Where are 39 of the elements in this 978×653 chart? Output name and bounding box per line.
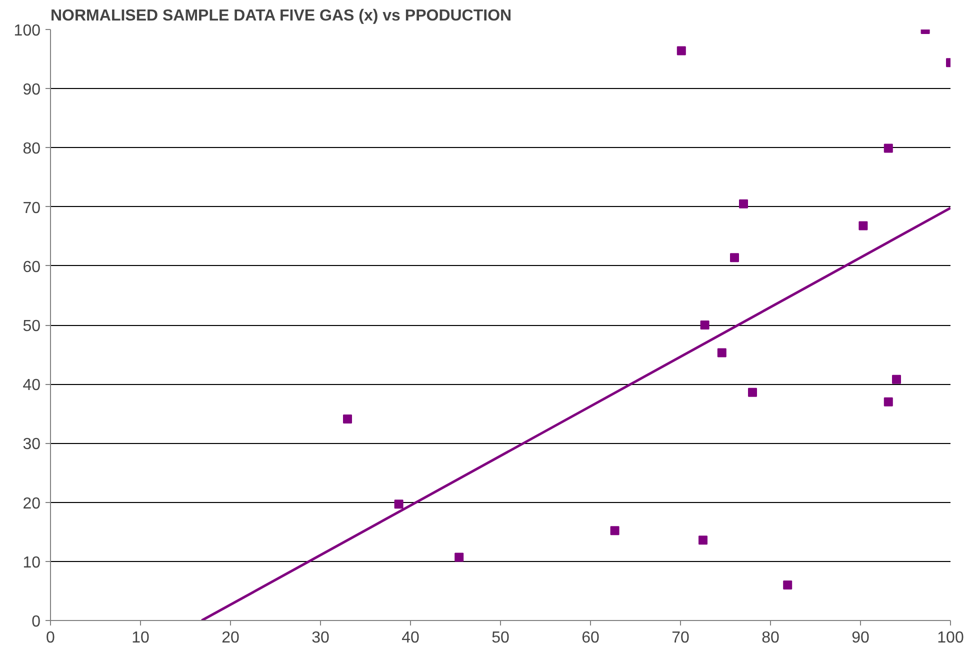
x-tick-label: 30: [312, 630, 330, 646]
point: [739, 199, 748, 208]
x-tick-label: 40: [402, 630, 420, 646]
x-tick-label: 20: [222, 630, 240, 646]
y-tick-label: 20: [22, 495, 41, 512]
y-tick-label: 0: [32, 614, 41, 630]
point: [748, 388, 757, 397]
point: [394, 500, 404, 509]
point: [698, 536, 708, 545]
point: [783, 580, 792, 590]
y-tick-label: 10: [22, 554, 41, 572]
y-tick-label: 70: [22, 200, 41, 217]
chart-title: NORMALISED SAMPLE DATA FIVE GAS (x) vs PPODUCTION: [50, 8, 512, 24]
y-tick-label: 30: [22, 436, 41, 454]
x-tick-label: 10: [132, 630, 150, 646]
point: [610, 526, 620, 536]
x-tick-label: 60: [582, 630, 600, 646]
x-tick-label: 90: [852, 630, 870, 646]
point: [730, 253, 739, 262]
point: [858, 221, 868, 230]
x-tick-label: 100: [937, 630, 964, 646]
point: [343, 414, 352, 424]
point: [717, 348, 726, 358]
point: [676, 46, 686, 56]
y-tick-label: 60: [22, 258, 41, 276]
y-tick-label: 90: [22, 82, 41, 99]
x-tick-label: 0: [46, 630, 56, 646]
point: [892, 374, 901, 384]
y-tick-label: 50: [22, 318, 41, 335]
point: [884, 397, 893, 406]
x-tick-label: 70: [672, 630, 690, 646]
y-tick-label: 100: [14, 22, 41, 40]
point: [454, 552, 464, 562]
point: [884, 144, 893, 153]
y-tick-label: 40: [22, 377, 41, 394]
x-tick-label: 80: [762, 630, 780, 646]
x-tick-label: 50: [492, 630, 510, 646]
y-tick-label: 80: [22, 140, 41, 158]
point: [700, 320, 710, 330]
